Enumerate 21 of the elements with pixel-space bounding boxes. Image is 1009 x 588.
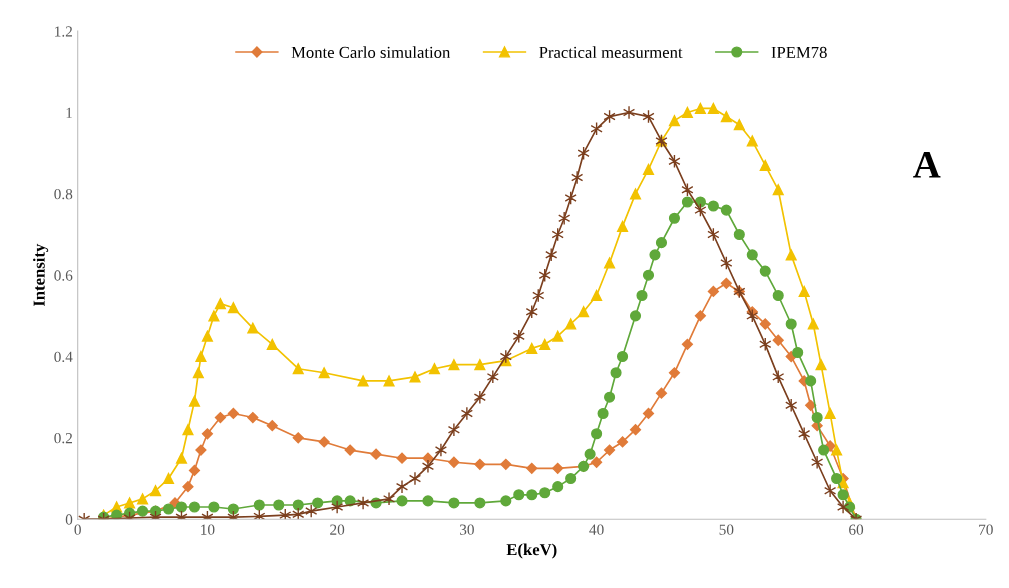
- legend-label: IPEM78: [771, 46, 827, 58]
- y-tick-label: 0.2: [54, 433, 72, 444]
- x-tick-label: 40: [589, 524, 604, 535]
- annotation: A: [913, 151, 941, 178]
- x-tick-label: 50: [719, 524, 734, 535]
- y-axis-title: Intensity: [33, 243, 49, 307]
- y-tick-label: 0.6: [54, 270, 73, 281]
- x-tick-label: 20: [330, 524, 345, 535]
- y-tick-label: 1.2: [55, 26, 72, 37]
- x-tick-label: 30: [459, 524, 474, 535]
- legend-label: Monte Carlo simulation: [291, 46, 451, 58]
- x-axis-title: E(keV): [506, 543, 557, 559]
- legend-label: Practical measurment: [539, 46, 683, 58]
- x-tick-label: 0: [74, 524, 81, 535]
- y-tick-label: 0.4: [54, 351, 73, 363]
- y-tick-label: 0.8: [54, 188, 73, 200]
- x-tick-label: 70: [979, 524, 993, 535]
- x-tick-label: 10: [201, 524, 215, 535]
- y-tick-label: 1: [66, 107, 72, 118]
- x-tick-label: 60: [849, 524, 864, 535]
- y-tick-label: 0: [65, 514, 73, 525]
